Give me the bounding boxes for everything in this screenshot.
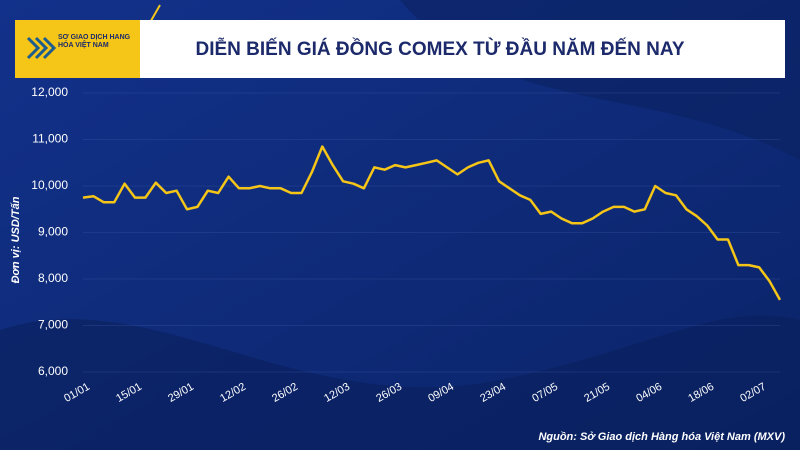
price-line (82, 145, 782, 301)
logo-wrap: SỞ GIAO DỊCH HÀNG HÓA VIỆT NAM (58, 34, 131, 49)
source: Nguồn: Sở Giao dịch Hàng hóa Việt Nam (M… (538, 431, 785, 443)
banner (15, 20, 785, 78)
y-axis-label: Đơn vị: USD/Tấn (10, 196, 22, 283)
y-tick-label: 9,000 (38, 225, 68, 239)
logo-text: SỞ GIAO DỊCH HÀNG HÓA VIỆT NAM (58, 34, 131, 49)
chart-title: DIỄN BIẾN GIÁ ĐỒNG COMEX TỪ ĐẦU NĂM ĐẾN … (195, 38, 684, 60)
decor (0, 315, 800, 450)
y-tick-label: 8,000 (38, 271, 68, 285)
y-tick-label: 12,000 (31, 85, 68, 99)
y-tick-label: 11,000 (32, 132, 68, 146)
y-tick-label: 6,000 (38, 364, 68, 378)
y-tick-label: 7,000 (38, 318, 68, 332)
logo-icon (26, 36, 57, 60)
y-tick-label: 10,000 (31, 178, 68, 192)
